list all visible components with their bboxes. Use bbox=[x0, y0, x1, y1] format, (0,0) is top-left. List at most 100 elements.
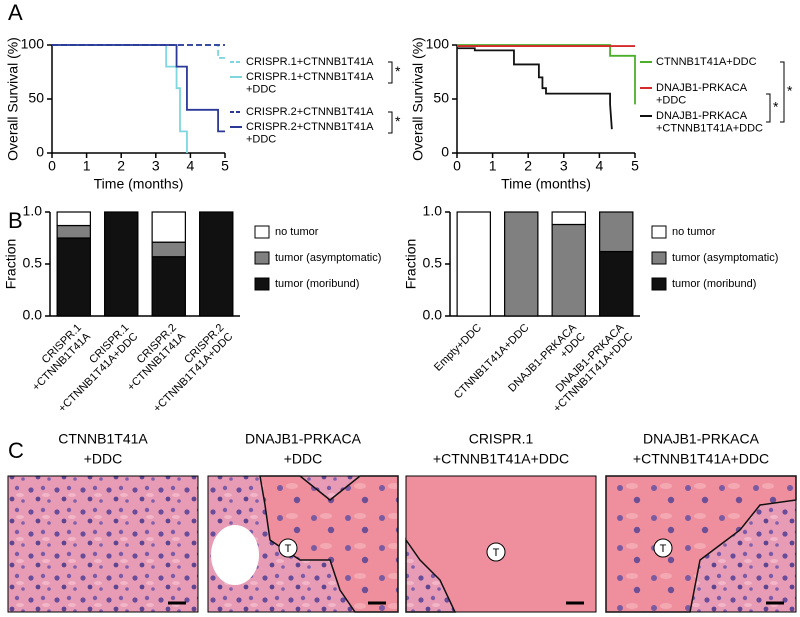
image-title: DNAJB1-PRKACA bbox=[643, 431, 760, 447]
image-title: +DDC bbox=[84, 451, 123, 467]
bar-segment bbox=[56, 237, 91, 317]
panel-label: B bbox=[8, 208, 23, 233]
bar-segment bbox=[551, 223, 586, 317]
bar-segment bbox=[104, 211, 139, 317]
bar-segment bbox=[456, 211, 491, 317]
significance-bracket bbox=[766, 93, 771, 123]
histology-image bbox=[7, 475, 199, 613]
y-tick-label: 0 bbox=[441, 144, 449, 160]
bar-segment bbox=[599, 250, 634, 317]
y-tick-label: 0 bbox=[36, 144, 44, 160]
bar-segment bbox=[56, 224, 91, 239]
tumor-region bbox=[259, 475, 399, 613]
bar-segment bbox=[504, 211, 539, 317]
survival-curve bbox=[457, 47, 613, 130]
x-tick-label: 3 bbox=[152, 158, 160, 174]
legend-label: tumor (moribund) bbox=[275, 278, 359, 290]
legend-label: no tumor bbox=[275, 226, 319, 238]
y-axis-label: Fraction bbox=[403, 239, 419, 290]
tumor-marker-label: T bbox=[660, 543, 667, 555]
significance-mark: * bbox=[787, 83, 793, 99]
significance-mark: * bbox=[395, 113, 401, 129]
image-title: CRISPR.1 bbox=[469, 431, 534, 447]
significance-bracket bbox=[388, 111, 393, 134]
y-tick-label: 1.0 bbox=[23, 203, 43, 219]
x-axis-label: Time (months) bbox=[501, 176, 591, 192]
bar-segment bbox=[151, 211, 186, 243]
figure-content: A B C bbox=[7, 0, 797, 613]
y-tick-label: 0.5 bbox=[423, 255, 443, 271]
x-tick-label: 4 bbox=[187, 158, 195, 174]
legend-label: CTNNB1T41A+DDC bbox=[656, 56, 757, 68]
tumor-region bbox=[605, 475, 797, 613]
bar-segment bbox=[551, 211, 586, 226]
y-tick-label: 100 bbox=[21, 36, 45, 52]
y-tick-label: 50 bbox=[433, 90, 449, 106]
y-tick-label: 1.0 bbox=[423, 203, 443, 219]
x-tick-label: 2 bbox=[524, 158, 532, 174]
bar-segment bbox=[151, 241, 186, 258]
significance-bracket bbox=[388, 61, 393, 84]
image-title: +CTNNB1T41A+DDC bbox=[633, 451, 769, 467]
x-tick-label: 1 bbox=[83, 158, 91, 174]
legend-label: tumor (moribund) bbox=[672, 278, 756, 290]
x-tick-label: Empty+DDC bbox=[432, 322, 484, 374]
survival-curve bbox=[52, 44, 188, 153]
y-tick-label: 0.0 bbox=[23, 307, 43, 323]
survival-curve bbox=[457, 44, 636, 105]
tumor-marker bbox=[278, 538, 298, 558]
image-title: DNAJB1-PRKACA bbox=[245, 431, 362, 447]
x-tick-label: 0 bbox=[48, 158, 56, 174]
legend-swatch bbox=[651, 251, 667, 265]
tumor-marker bbox=[486, 542, 506, 562]
y-axis-label: Overall Survival (%) bbox=[5, 37, 21, 161]
bar-segment bbox=[56, 211, 91, 227]
significance-mark: * bbox=[395, 63, 401, 79]
x-tick-label: 5 bbox=[631, 158, 639, 174]
legend-label: CRISPR.2+CTNNB1T41A +DDC bbox=[246, 121, 374, 146]
x-tick-label: 5 bbox=[221, 158, 229, 174]
legend-label: CRISPR.1+CTNNB1T41A bbox=[246, 56, 374, 68]
bar-segment bbox=[199, 211, 234, 317]
panel-label: C bbox=[8, 438, 24, 463]
x-tick-label: 4 bbox=[596, 158, 604, 174]
legend-label: DNAJB1-PRKACA +DDC bbox=[656, 82, 748, 107]
y-axis-label: Fraction bbox=[3, 239, 19, 290]
legend-swatch bbox=[651, 277, 667, 291]
legend-label: DNAJB1-PRKACA +CTNNB1T41A+DDC bbox=[656, 110, 763, 135]
bar-segment bbox=[151, 256, 186, 317]
y-tick-label: 100 bbox=[426, 36, 450, 52]
x-tick-label: 3 bbox=[560, 158, 568, 174]
image-title: CTNNB1T41A bbox=[58, 431, 148, 447]
legend-swatch bbox=[254, 225, 270, 239]
y-tick-label: 0.5 bbox=[23, 255, 43, 271]
legend-label: tumor (asymptomatic) bbox=[275, 252, 381, 264]
significance-mark: * bbox=[773, 99, 779, 115]
image-title: +CTNNB1T41A+DDC bbox=[433, 451, 569, 467]
legend-label: CRISPR.2+CTNNB1T41A bbox=[246, 106, 374, 118]
x-tick-label: 0 bbox=[453, 158, 461, 174]
survival-curve bbox=[52, 44, 225, 133]
legend-swatch bbox=[651, 225, 667, 239]
tumor-marker-label: T bbox=[493, 547, 500, 559]
x-tick-label: 1 bbox=[489, 158, 497, 174]
tumor-marker bbox=[653, 538, 673, 558]
bar-segment bbox=[599, 211, 634, 253]
legend-label: CRISPR.1+CTNNB1T41A +DDC bbox=[246, 71, 374, 96]
legend-swatch bbox=[254, 277, 270, 291]
image-title: +DDC bbox=[284, 451, 323, 467]
y-axis-label: Overall Survival (%) bbox=[410, 37, 426, 161]
y-tick-label: 50 bbox=[28, 90, 44, 106]
panel-label: A bbox=[8, 0, 23, 25]
vessel bbox=[211, 525, 259, 585]
x-tick-label: 2 bbox=[117, 158, 125, 174]
legend-label: no tumor bbox=[672, 226, 716, 238]
y-tick-label: 0.0 bbox=[423, 307, 443, 323]
significance-bracket bbox=[780, 61, 785, 123]
legend-label: tumor (asymptomatic) bbox=[672, 252, 778, 264]
tumor-border bbox=[405, 537, 457, 613]
legend-swatch bbox=[254, 251, 270, 265]
tumor-marker-label: T bbox=[285, 543, 292, 555]
survival-curve bbox=[52, 44, 225, 59]
